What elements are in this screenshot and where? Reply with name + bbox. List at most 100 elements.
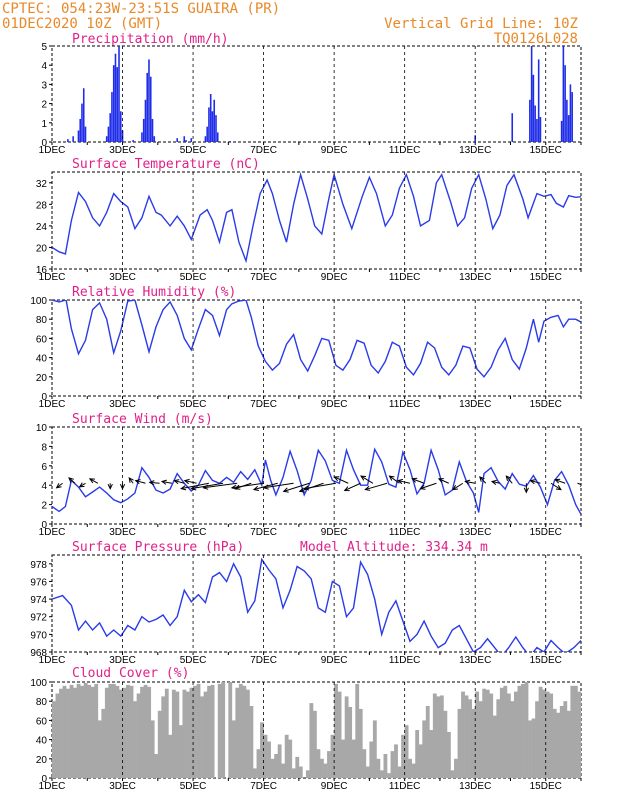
wind-x-tick-label: 13DEC xyxy=(459,527,491,538)
precipitation-y-tick-label: 0 xyxy=(41,138,47,149)
cloud-cover-bar xyxy=(104,687,109,778)
wind-vector xyxy=(490,479,500,485)
precip-bar xyxy=(530,46,533,142)
cloud-cover-bar xyxy=(298,766,303,778)
cloud-cover-bar xyxy=(309,703,314,778)
cloud-cover-bar xyxy=(344,696,349,778)
temperature-y-tick-label: 16 xyxy=(36,265,48,276)
precip-bar xyxy=(529,99,531,142)
cloud-cover-bar xyxy=(454,758,458,778)
cloud-cover-bar xyxy=(545,691,550,778)
humidity-x-tick-label: 5DEC xyxy=(180,399,207,410)
cloud-cover-bar xyxy=(573,685,578,778)
cloud-cover-bar xyxy=(69,684,74,778)
precip-bar xyxy=(105,136,108,142)
cloud-cover-bar xyxy=(542,689,547,778)
precip-bar xyxy=(213,99,216,142)
precipitation-y-tick-label: 3 xyxy=(41,80,47,91)
wind-y-tick-label: 0 xyxy=(41,520,47,531)
cloud-cover-bar xyxy=(284,734,289,778)
cloud-cover-bar xyxy=(111,683,116,778)
cloud-cover-bar xyxy=(394,744,398,778)
cloud-cover-bar xyxy=(485,689,490,778)
wind-vector xyxy=(230,482,264,490)
cloud-cover-bar xyxy=(80,685,85,778)
wind-vector xyxy=(364,482,388,491)
cloud-cover-bar xyxy=(175,691,180,778)
wind-vector xyxy=(88,478,99,484)
cloud-cover-bar xyxy=(337,691,342,778)
cloud-cover-bar xyxy=(556,712,561,778)
panel-cloud-cover: Cloud Cover (%) 1DEC 3DEC 5DEC 7DEC 9DEC 11DE… xyxy=(30,666,582,792)
cloud-cover-bar xyxy=(189,687,194,778)
cloud-cover-bar xyxy=(157,710,162,778)
cloud-cover-bar xyxy=(101,708,106,778)
wind-vector xyxy=(55,482,63,489)
cloud-cover-bar xyxy=(281,763,286,778)
pressure-y-tick-label: 968 xyxy=(30,648,47,659)
precip-bar xyxy=(77,130,80,142)
cloud-cover-bar xyxy=(171,689,176,778)
header-grid-note: Vertical Grid Line: 10Z xyxy=(384,16,578,32)
cloud-cover-bar xyxy=(355,683,360,778)
cloud-cover-bar xyxy=(327,751,331,778)
wind-vector xyxy=(128,476,134,484)
cloud-y-tick-label: 20 xyxy=(36,755,48,766)
cloud-cover-bar xyxy=(147,686,152,778)
wind-vector xyxy=(388,475,400,484)
precipitation-x-tick-label: 9DEC xyxy=(321,145,348,156)
cloud-cover-bar xyxy=(267,741,271,778)
cloud-cover-bar xyxy=(570,685,575,778)
temperature-title: Surface Temperature (nC) xyxy=(72,157,260,172)
temperature-x-tick-label: 15DEC xyxy=(530,272,562,283)
cloud-cover-bar xyxy=(235,687,240,778)
precip-bar xyxy=(183,136,186,142)
precip-bar xyxy=(109,113,111,142)
cloud-cover-bar xyxy=(242,685,247,778)
precipitation-x-tick-label: 1DEC xyxy=(39,145,66,156)
cloud-cover-bar xyxy=(535,701,539,778)
temperature-x-tick-label: 11DEC xyxy=(389,272,421,283)
cloud-cover-bar xyxy=(59,688,63,778)
cloud-cover-bar xyxy=(390,751,395,778)
pressure-y-tick-label: 974 xyxy=(30,595,47,606)
panel-pressure: Surface Pressure (hPa) Model Altitude: 3… xyxy=(30,540,582,666)
cloud-cover-bar xyxy=(528,720,532,778)
temperature-x-tick-label: 3DEC xyxy=(109,272,136,283)
cloud-cover-bar xyxy=(464,695,469,778)
humidity-x-tick-label: 15DEC xyxy=(530,399,562,410)
wind-vector xyxy=(183,478,197,485)
cloud-cover-bar xyxy=(217,683,222,778)
humidity-x-tick-label: 13DEC xyxy=(459,399,491,410)
cloud-cover-bar xyxy=(499,687,504,778)
precip-bar xyxy=(142,118,145,142)
wind-vector xyxy=(523,483,529,494)
wind-vector xyxy=(190,482,224,491)
temperature-series-line xyxy=(52,172,581,264)
cloud-cover-bar xyxy=(186,691,190,778)
cloud-cover-bar xyxy=(513,691,518,778)
precip-bar xyxy=(118,46,120,142)
cloud-cover-bar xyxy=(249,706,254,778)
wind-x-tick-label: 7DEC xyxy=(250,527,277,538)
wind-vector xyxy=(479,476,487,484)
cloud-cover-bar xyxy=(418,744,423,778)
temperature-x-tick-label: 1DEC xyxy=(39,272,66,283)
cloud-cover-bar xyxy=(450,770,455,778)
cloud-cover-bar xyxy=(397,766,402,778)
precip-bar xyxy=(209,94,212,142)
precip-bar xyxy=(72,136,74,142)
precip-bar xyxy=(537,59,540,142)
cloud-cover-bar xyxy=(288,739,293,778)
wind-vector xyxy=(360,475,374,484)
cloud-cover-bar xyxy=(425,706,430,778)
cloud-cover-bar xyxy=(411,763,416,778)
wind-x-tick-label: 1DEC xyxy=(39,527,66,538)
cloud-cover-bar xyxy=(372,720,377,778)
cloud-cover-bar xyxy=(52,701,56,778)
precip-bar xyxy=(206,126,208,142)
wind-vector xyxy=(437,478,449,484)
cloud-x-tick-label: 7DEC xyxy=(250,781,277,792)
wind-vector xyxy=(554,478,566,484)
cloud-cover-bar xyxy=(461,691,465,778)
